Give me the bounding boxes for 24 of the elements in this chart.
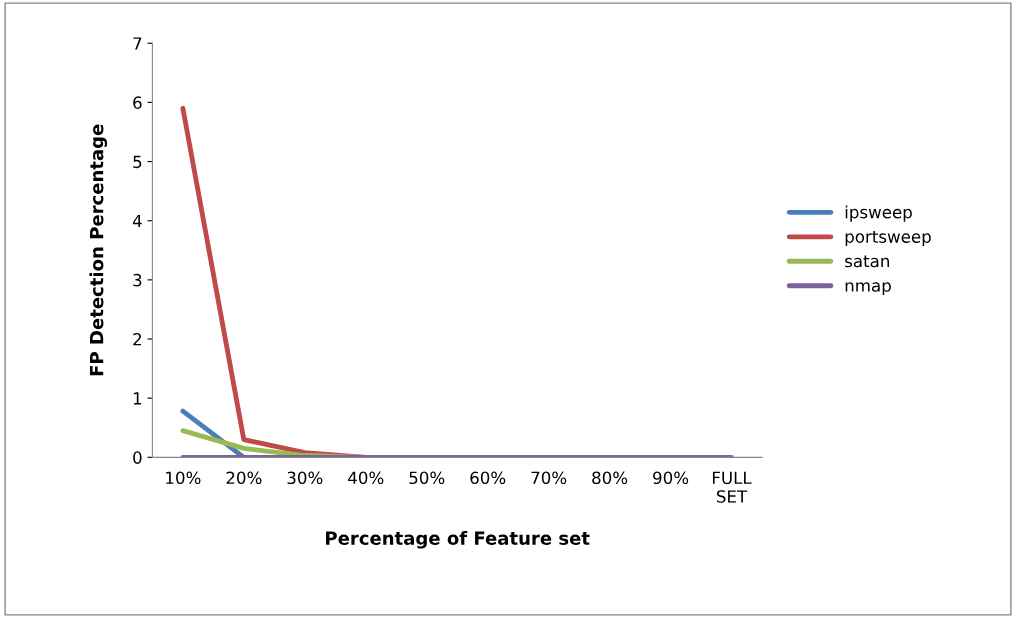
legend-label: portsweep [845, 230, 931, 247]
x-tick-label: 40% [348, 471, 384, 485]
y-tick-label: 4 [132, 214, 142, 228]
x-tick-label: 10% [166, 471, 201, 485]
x-tick-label: 50% [409, 471, 445, 485]
x-axis-title: Percentage of Feature set [326, 531, 590, 549]
y-tick-label: 3 [133, 273, 142, 287]
y-axis-title: FP Detection Percentage [89, 124, 108, 376]
x-tick-label: 90% [653, 471, 689, 485]
legend-label: satan [845, 255, 889, 268]
legend-label: nmap [845, 282, 891, 296]
x-tick-label: 70% [531, 471, 567, 485]
y-tick-label: 7 [133, 37, 142, 50]
y-tick-label: 6 [133, 96, 142, 109]
y-tick-label: 2 [133, 332, 142, 346]
x-tick-label: 60% [470, 471, 506, 485]
x-tick-label: 30% [287, 471, 323, 485]
y-tick-label: 1 [133, 392, 142, 405]
x-tick-label: 20% [226, 471, 262, 485]
y-tick-label: 0 [133, 451, 142, 464]
y-tick-label: 5 [133, 155, 142, 169]
x-tick-label: 80% [592, 471, 628, 485]
legend-label: ipsweep [845, 205, 912, 222]
x-tick-label: FULL SET [712, 471, 752, 503]
